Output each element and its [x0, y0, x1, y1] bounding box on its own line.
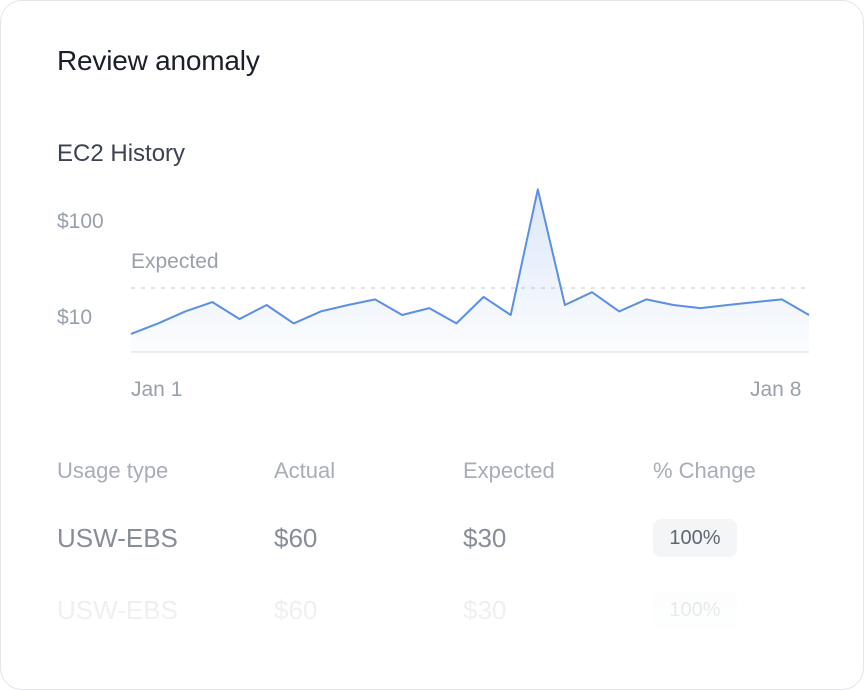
actual-cell: $60 — [274, 595, 317, 626]
series-group — [131, 189, 809, 352]
change-badge: 100% — [653, 519, 737, 557]
change-badge: 100% — [653, 591, 737, 629]
usage-type-cell: USW-EBS — [57, 523, 178, 554]
expected-cell: $30 — [463, 595, 506, 626]
series-area — [131, 189, 809, 352]
usage-type-cell: USW-EBS — [57, 595, 178, 626]
column-header-change: % Change — [653, 458, 756, 484]
column-header-actual: Actual — [274, 458, 335, 484]
actual-cell: $60 — [274, 523, 317, 554]
x-tick-label: Jan 8 — [750, 378, 801, 402]
column-header-usage-type: Usage type — [57, 458, 168, 484]
ec2-history-chart — [1, 1, 866, 421]
expected-cell: $30 — [463, 523, 506, 554]
x-tick-label: Jan 1 — [131, 378, 182, 402]
column-header-expected: Expected — [463, 458, 555, 484]
